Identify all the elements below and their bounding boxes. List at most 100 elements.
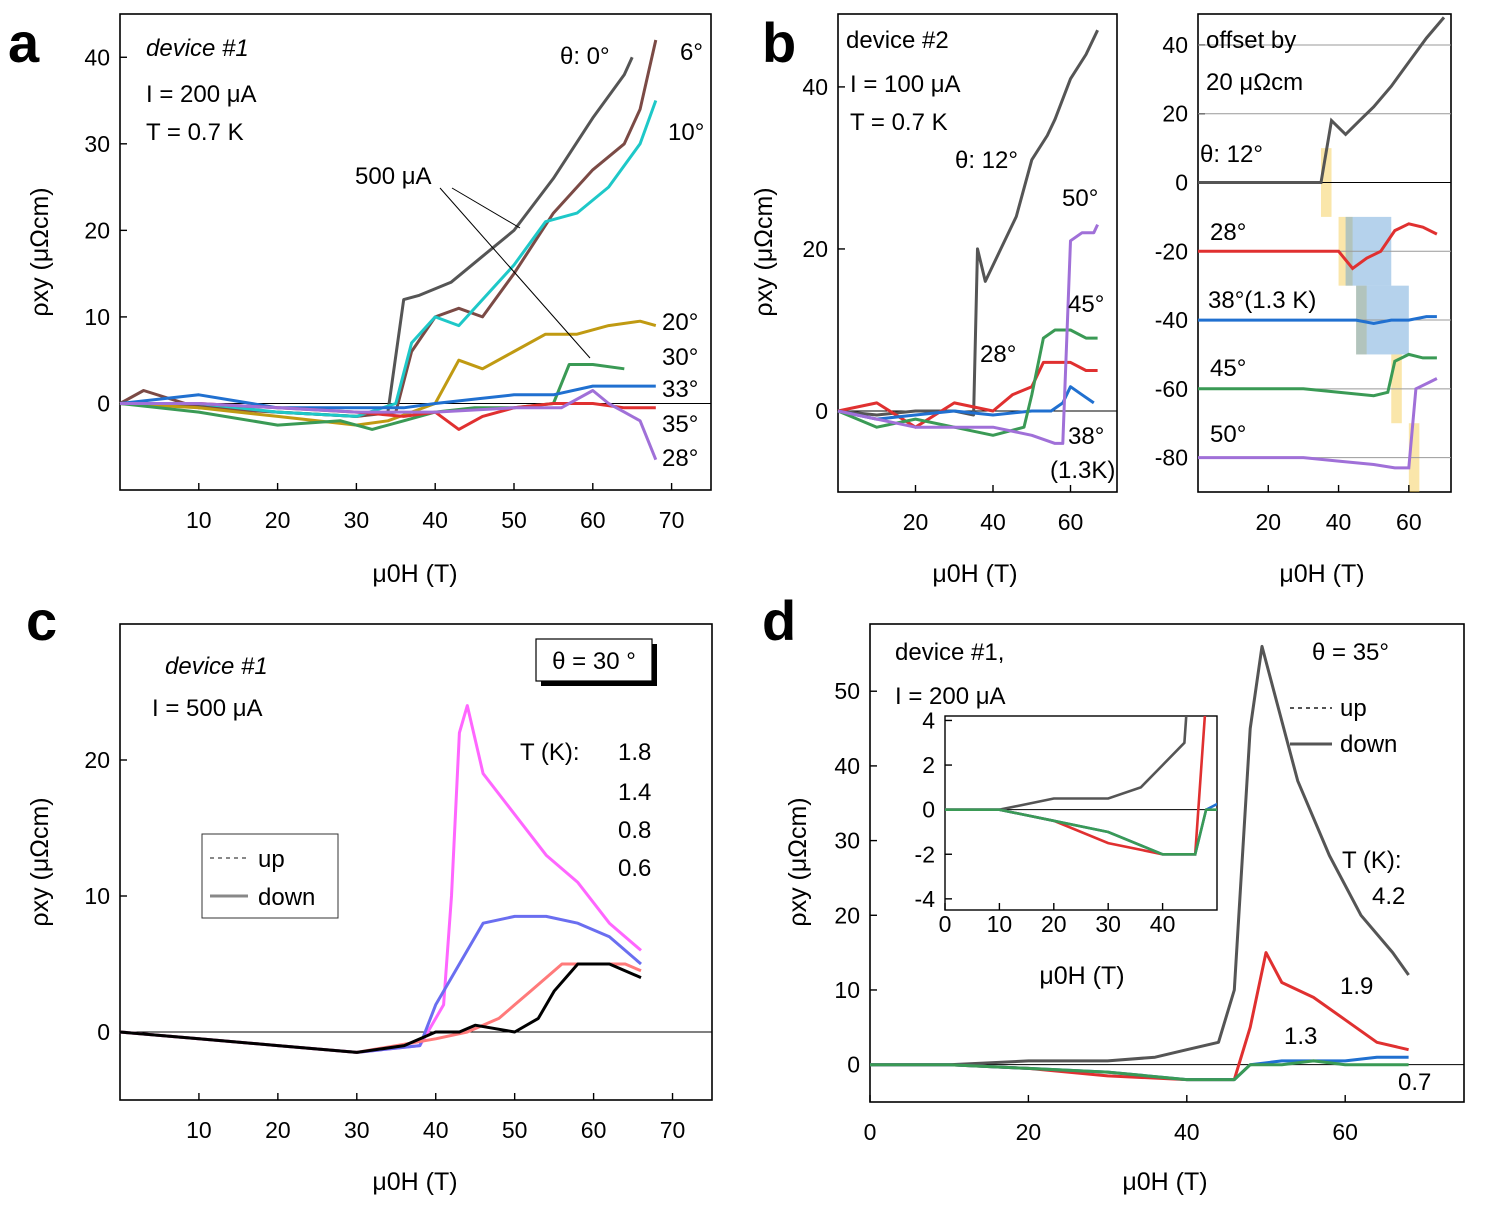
panel-label-d: d xyxy=(762,589,796,652)
inset-series-0 xyxy=(945,716,1188,811)
b-ytick-label: 40 xyxy=(802,74,828,100)
c-ytick-label: 0 xyxy=(97,1019,110,1045)
inset-xtick-label: 40 xyxy=(1150,911,1176,937)
a-series-4 xyxy=(119,363,625,431)
bo-ytick-label: -80 xyxy=(1155,445,1188,471)
d-xtick-label: 20 xyxy=(1016,1119,1042,1145)
b-ytick-label: 0 xyxy=(815,398,828,424)
d-xtick-label: 40 xyxy=(1174,1119,1200,1145)
inset-ytick-label: 2 xyxy=(922,752,935,778)
bo-ytick-label: -20 xyxy=(1155,238,1188,264)
panel-a: 10 20 30 40 50 60 70 0 10 20 30 40 μ0H (T) ρxy (μΩc… xyxy=(26,13,712,588)
temperature-header-d: T (K): xyxy=(1342,847,1402,874)
plot-frame-b xyxy=(837,13,1118,493)
plot-frame-a xyxy=(119,13,712,491)
label-a-30deg: 30° xyxy=(662,344,698,371)
series-labels-a: 6° 10° 20° 30° 33° 35° 28° xyxy=(662,39,704,472)
temp-label-0-6: 0.6 xyxy=(618,855,651,882)
plot-frame-c xyxy=(119,623,713,1101)
inset-ytick-label: 4 xyxy=(922,707,935,733)
label-bo-12deg: θ: 12° xyxy=(1200,141,1263,168)
legend-box-c xyxy=(201,833,339,919)
d-xtick-label: 60 xyxy=(1332,1119,1358,1145)
theta-label-d: θ = 35° xyxy=(1312,639,1389,666)
inset-xtick-label: 0 xyxy=(939,911,952,937)
b-xtick-label: 40 xyxy=(980,509,1006,535)
annotation-device-b: device #2 xyxy=(846,27,949,54)
inset-ytick-label: -4 xyxy=(915,886,936,912)
d-series-3 xyxy=(870,1059,1409,1082)
a-xtick-label: 50 xyxy=(501,507,527,533)
a-ytick-label: 30 xyxy=(84,131,110,157)
inset-xtick-label: 20 xyxy=(1041,911,1067,937)
label-b-38deg: 38° xyxy=(1068,423,1104,450)
b-series-1 xyxy=(837,360,1098,429)
annotation-device-c: device #1 xyxy=(165,653,268,680)
annotation-temperature-b: T = 0.7 K xyxy=(850,109,948,136)
a-ytick-label: 10 xyxy=(84,304,110,330)
annotation-device-d: device #1, xyxy=(895,639,1004,666)
annotation-current-a: I = 200 μA xyxy=(146,81,257,108)
temperature-header-c: T (K): xyxy=(520,739,580,766)
bo-series-0 xyxy=(1198,16,1446,184)
a-xtick-label: 10 xyxy=(186,507,212,533)
a-xtick-label: 40 xyxy=(422,507,448,533)
label-a-28deg: 28° xyxy=(662,445,698,472)
d-temp-1-9: 1.9 xyxy=(1340,973,1373,1000)
a-ytick-label: 0 xyxy=(97,390,110,416)
label-a-33deg: 33° xyxy=(662,376,698,403)
label-bo-50deg: 50° xyxy=(1210,421,1246,448)
y-axis-label-c: ρxy (μΩcm) xyxy=(26,797,54,926)
x-axis-label-d: μ0H (T) xyxy=(1122,1168,1207,1196)
y-axis-label-b: ρxy (μΩcm) xyxy=(750,187,778,316)
x-axis-label-c: μ0H (T) xyxy=(372,1168,457,1196)
c-xtick-label: 10 xyxy=(186,1117,212,1143)
annotation-device-a: device #1 xyxy=(146,35,249,62)
temperature-legend-c: 1.8 1.4 0.8 0.6 xyxy=(618,739,651,882)
b-series-4 xyxy=(837,223,1099,445)
legend-c: up down xyxy=(201,833,339,919)
c-xtick-label: 60 xyxy=(581,1117,607,1143)
inset-x-axis-label: μ0H (T) xyxy=(1039,962,1124,990)
bo-ytick-label: 0 xyxy=(1175,170,1188,196)
plot-frame-d xyxy=(869,623,1465,1103)
label-a-35deg: 35° xyxy=(662,411,698,438)
c-xtick-label: 30 xyxy=(344,1117,370,1143)
b-series-0 xyxy=(837,29,1099,417)
d-xtick-label: 0 xyxy=(864,1119,877,1145)
x-axis-label-a: μ0H (T) xyxy=(372,560,457,588)
temp-label-1-4: 1.4 xyxy=(618,779,651,806)
inset-frame-d xyxy=(944,715,1218,911)
legend-down-d: down xyxy=(1340,731,1397,758)
series-labels-b: θ: 12° 28° 45° 50° 38° (1.3K) xyxy=(955,147,1115,484)
annotation-offset-2: 20 μΩcm xyxy=(1206,69,1303,96)
legend-up-c: up xyxy=(258,846,285,873)
panel-b-offset: 20 40 60 40 20 0 -20 -40 -60 -80 μ0H (T) offset b… xyxy=(1155,13,1452,588)
legend-up-d: up xyxy=(1340,695,1367,722)
x-axis-label-b-offset: μ0H (T) xyxy=(1279,560,1364,588)
d-ytick-label: 30 xyxy=(834,828,860,854)
bo-series-3 xyxy=(1198,352,1437,398)
label-bo-38deg: 38°(1.3 K) xyxy=(1208,287,1316,314)
d-series-0 xyxy=(870,644,1410,1067)
a-series-7 xyxy=(120,389,658,461)
a-xtick-label: 70 xyxy=(659,507,685,533)
panel-c: 10 20 30 40 50 60 70 0 10 20 μ0H (T) ρxy (μΩcm) d… xyxy=(26,623,713,1196)
label-a-6deg: 6° xyxy=(680,39,703,66)
x-axis-label-b: μ0H (T) xyxy=(932,560,1017,588)
panel-label-b: b xyxy=(762,11,796,74)
d-ytick-label: 10 xyxy=(834,977,860,1003)
theta-box-c: θ = 30 ° xyxy=(535,638,657,686)
b-series-2 xyxy=(837,385,1095,421)
bo-ytick-label: -40 xyxy=(1155,307,1188,333)
label-bo-28deg: 28° xyxy=(1210,219,1246,246)
bo-ytick-label: -60 xyxy=(1155,376,1188,402)
panel-b: 20 40 60 0 20 40 μ0H (T) ρxy (μΩcm) device #2… xyxy=(750,13,1118,588)
d-ytick-label: 20 xyxy=(834,902,860,928)
label-b-50deg: 50° xyxy=(1062,185,1098,212)
panel-label-a: a xyxy=(8,11,40,74)
inset-series-3 xyxy=(945,808,1217,856)
plot-frame-b-offset xyxy=(1197,13,1452,493)
c-ytick-label: 10 xyxy=(84,883,110,909)
